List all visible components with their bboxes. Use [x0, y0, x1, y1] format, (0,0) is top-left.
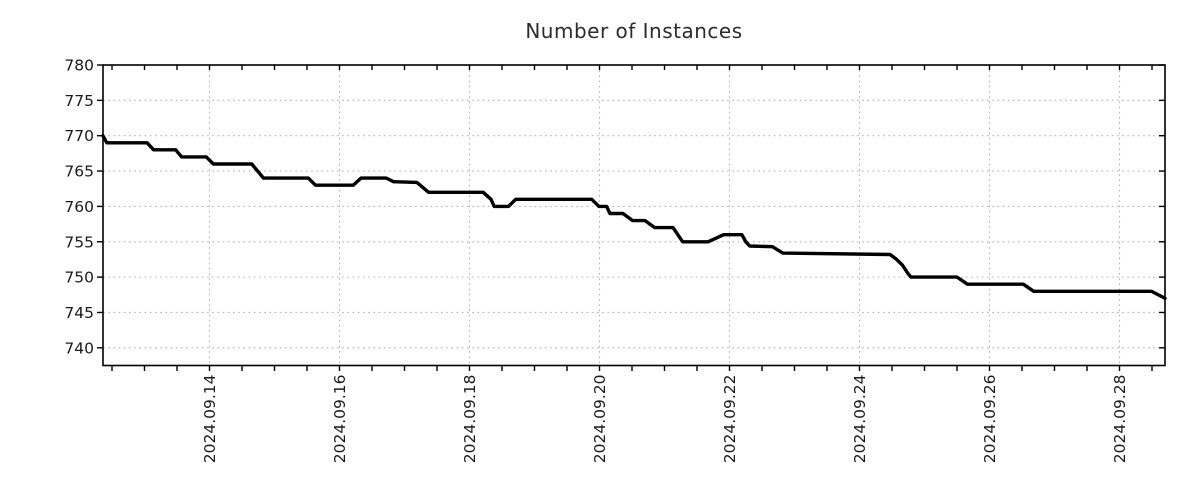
y-tick-label: 750 [64, 269, 94, 287]
chart-title: Number of Instances [525, 19, 743, 43]
y-tick-label: 745 [64, 304, 94, 322]
y-tick-label: 760 [64, 198, 94, 216]
x-tick-label: 2024.09.18 [461, 375, 479, 464]
x-tick-label: 2024.09.14 [201, 375, 219, 464]
x-tick-label: 2024.09.24 [851, 375, 869, 464]
y-tick-label: 775 [64, 92, 94, 110]
tick-marks [97, 64, 1165, 371]
y-tick-label: 780 [64, 57, 94, 75]
y-tick-label: 770 [64, 127, 94, 145]
x-tick-labels: 2024.09.14 2024.09.16 2024.09.18 2024.09.20… [201, 375, 1129, 464]
y-tick-labels: 740 745 750 755 760 765 770 775 780 [64, 57, 94, 358]
x-tick-label: 2024.09.26 [981, 375, 999, 464]
series-line-instances [101, 133, 1167, 300]
y-tick-label: 765 [64, 163, 94, 181]
x-tick-label: 2024.09.22 [721, 375, 739, 464]
axis-frame [102, 64, 1166, 367]
x-tick-label: 2024.09.28 [1111, 375, 1129, 464]
x-tick-label: 2024.09.20 [591, 375, 609, 464]
y-tick-label: 740 [64, 339, 94, 357]
x-tick-label: 2024.09.16 [331, 375, 349, 464]
y-tick-label: 755 [64, 233, 94, 251]
grid-layer [103, 65, 1165, 366]
